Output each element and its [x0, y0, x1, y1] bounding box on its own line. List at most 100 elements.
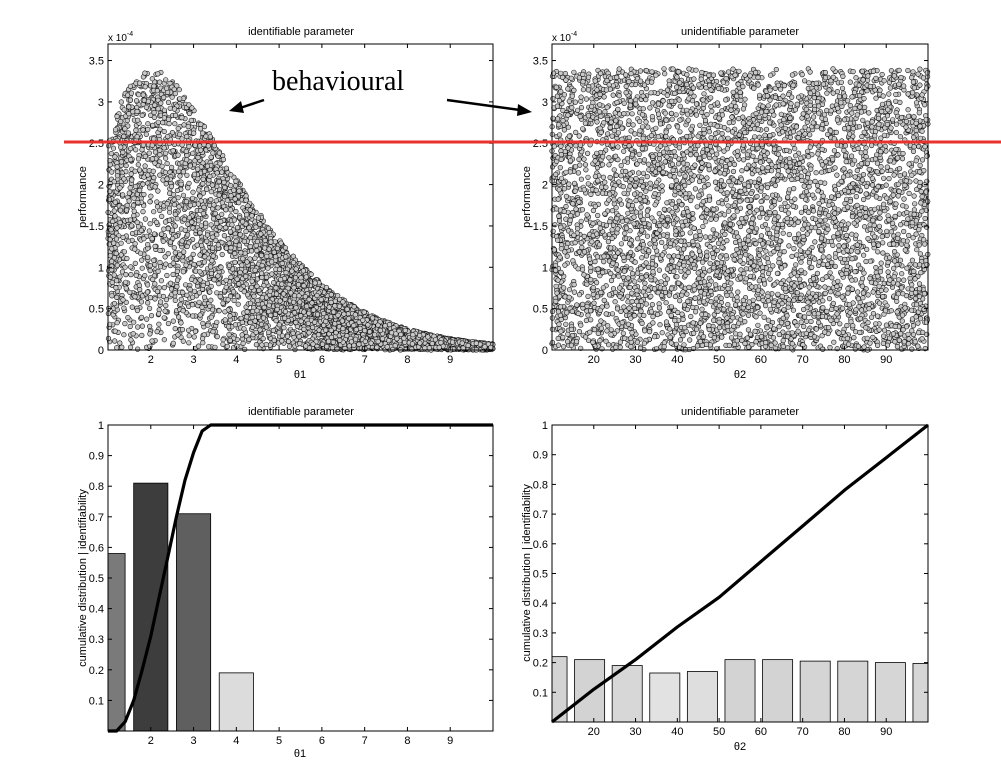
- scatter-point: [175, 125, 181, 132]
- scatter-point: [243, 197, 249, 203]
- scatter-point: [183, 199, 189, 205]
- scatter-point: [175, 152, 181, 158]
- scatter-point: [201, 204, 207, 210]
- scatter-point: [324, 344, 330, 350]
- scatter-point: [127, 97, 133, 103]
- scatter-point: [465, 342, 471, 349]
- scatter-point: [154, 204, 161, 210]
- scatter-point: [341, 311, 347, 317]
- scatter-point: [296, 334, 302, 340]
- scatter-point: [237, 269, 243, 276]
- scatter-point: [120, 297, 126, 303]
- scatter-point: [278, 277, 284, 283]
- scatter-point: [329, 345, 336, 351]
- scatter-point: [190, 251, 196, 257]
- scatter-point: [210, 150, 216, 156]
- scatter-point: [234, 343, 240, 349]
- scatter-point: [296, 293, 302, 299]
- scatter-point: [216, 192, 222, 198]
- scatter-point: [314, 311, 321, 317]
- scatter-point: [186, 327, 192, 333]
- scatter-point: [147, 199, 153, 205]
- scatter-point: [128, 272, 134, 278]
- scatter-point: [260, 336, 266, 342]
- scatter-point: [425, 334, 431, 340]
- scatter-point: [200, 282, 206, 289]
- scatter-point: [159, 213, 165, 219]
- scatter-point: [186, 340, 192, 346]
- scatter-point: [252, 255, 258, 261]
- scatter-point: [152, 184, 158, 190]
- scatter-point: [222, 194, 228, 200]
- scatter-point: [111, 300, 118, 307]
- scatter-point: [120, 149, 126, 155]
- scatter-point: [273, 254, 279, 260]
- scatter-point: [117, 220, 123, 226]
- scatter-point: [151, 209, 157, 215]
- scatter-point: [121, 133, 127, 139]
- scatter-point: [402, 339, 408, 345]
- scatter-point: [179, 114, 185, 121]
- scatter-point: [227, 229, 234, 235]
- scatter-point: [138, 299, 145, 305]
- scatter-point: [409, 346, 415, 352]
- scatter-point: [186, 333, 192, 339]
- scatter-point: [190, 313, 196, 319]
- scatter-point: [232, 259, 238, 266]
- scatter-point: [201, 259, 207, 265]
- scatter-point: [382, 323, 388, 329]
- scatter-point: [161, 315, 167, 321]
- scatter-point: [351, 322, 357, 329]
- scatter-point: [222, 184, 228, 191]
- scatter-point: [323, 284, 330, 291]
- scatter-point: [172, 326, 178, 332]
- scatter-point: [167, 239, 174, 245]
- scatter-point: [290, 260, 297, 266]
- scatter-point: [208, 222, 214, 228]
- scatter-point: [328, 292, 334, 298]
- scatter-point: [121, 249, 127, 255]
- scatter-point: [118, 159, 124, 165]
- scatter-point: [156, 321, 162, 327]
- scatter-point: [247, 207, 253, 213]
- scatter-point: [192, 142, 198, 148]
- scatter-point: [213, 198, 219, 204]
- scatter-point: [240, 256, 246, 262]
- scatter-point: [148, 193, 154, 199]
- scatter-point: [214, 334, 220, 340]
- scatter-point: [273, 318, 279, 324]
- scatter-point: [266, 302, 272, 308]
- scatter-point: [152, 281, 158, 287]
- scatter-point: [126, 111, 132, 117]
- scatter-point: [262, 237, 268, 244]
- scatter-point: [183, 148, 189, 154]
- scatter-point: [180, 269, 186, 275]
- scatter-point: [161, 337, 167, 343]
- scatter-point: [155, 106, 161, 112]
- scatter-point: [130, 331, 136, 337]
- scatter-point: [171, 106, 178, 112]
- scatter-point: [295, 282, 302, 288]
- scatter-point: [449, 339, 456, 345]
- scatter-point: [438, 340, 444, 346]
- scatter-point: [208, 154, 214, 160]
- scatter-point: [232, 322, 238, 328]
- scatter-point: [244, 314, 250, 320]
- scatter-point: [206, 344, 212, 350]
- scatter-point: [255, 297, 261, 304]
- scatter-point: [139, 112, 145, 118]
- scatter-point: [219, 200, 225, 206]
- scatter-point: [252, 267, 258, 273]
- scatter-point: [155, 188, 161, 194]
- scatter-point: [134, 108, 140, 115]
- scatter-point: [250, 308, 256, 315]
- scatter-point: [291, 310, 298, 316]
- scatter-point: [250, 272, 257, 279]
- scatter-point: [126, 190, 132, 196]
- scatter-point: [159, 163, 165, 169]
- scatter-point: [114, 345, 120, 351]
- scatter-point: [145, 172, 151, 178]
- scatter-point: [286, 343, 293, 349]
- scatter-point: [205, 143, 211, 149]
- scatter-point: [227, 313, 233, 319]
